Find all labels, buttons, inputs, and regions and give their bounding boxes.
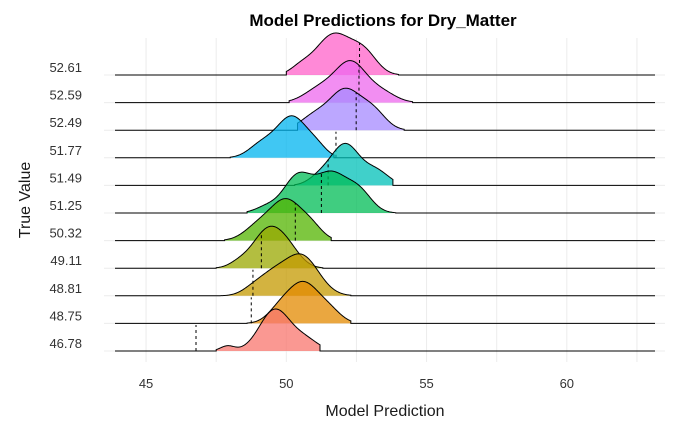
y-tick-label: 51.49 [49, 170, 82, 185]
y-axis-title: True Value [17, 162, 34, 239]
ridge-series [115, 142, 655, 186]
x-tick-labels: 45 50 55 60 [139, 376, 574, 391]
ridges [115, 32, 655, 352]
y-tick-label: 51.25 [49, 198, 82, 213]
y-tick-label: 52.61 [49, 60, 82, 75]
y-tick-label: 52.49 [49, 115, 82, 130]
ridge-series [115, 253, 655, 297]
x-tick-label: 60 [560, 376, 574, 391]
ridge-fill [219, 253, 351, 296]
ridge-outline [115, 170, 655, 214]
ridge-series [115, 32, 655, 76]
x-axis-title: Model Prediction [325, 403, 444, 420]
ridge-series [115, 115, 655, 159]
ridge-fill [224, 198, 332, 241]
y-tick-label: 52.59 [49, 88, 82, 103]
ridge-fill [297, 88, 405, 131]
ridge-fill [216, 309, 320, 351]
y-tick-label: 49.11 [50, 253, 82, 268]
ridge-outline [115, 198, 655, 242]
chart-title: Model Predictions for Dry_Matter [249, 11, 517, 30]
ridge-series [115, 225, 655, 269]
x-tick-label: 55 [419, 376, 433, 391]
ridge-outline [115, 225, 655, 269]
y-tick-label: 48.81 [49, 281, 82, 296]
ridge-series [115, 87, 655, 131]
y-tick-label: 46.78 [49, 336, 82, 351]
ridge-series [115, 280, 655, 324]
ridge-series [115, 198, 655, 242]
ridge-outline [115, 60, 655, 104]
ridge-series [115, 308, 655, 352]
ridge-fill [286, 33, 399, 75]
y-tick-label: 50.32 [49, 226, 82, 241]
y-tick-label: 48.75 [49, 308, 82, 323]
y-tick-label: 51.77 [49, 143, 82, 158]
ridge-outline [115, 280, 655, 324]
ridge-outline [115, 32, 655, 76]
y-tick-labels: 52.61 52.59 52.49 51.77 51.49 51.25 50.32 49.11… [49, 60, 82, 351]
x-tick-label: 45 [139, 376, 153, 391]
ridge-outline [115, 253, 655, 297]
gridlines [104, 38, 665, 362]
ridge-fill [289, 60, 413, 103]
ridge-outline [115, 115, 655, 159]
ridge-outline [115, 308, 655, 352]
ridge-fill [230, 115, 335, 158]
x-tick-label: 50 [279, 376, 293, 391]
ridge-outline [115, 87, 655, 131]
ridge-series [115, 60, 655, 104]
